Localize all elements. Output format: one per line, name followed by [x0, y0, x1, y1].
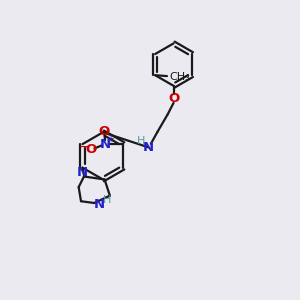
Text: N: N — [77, 167, 88, 179]
Text: N: N — [100, 138, 111, 151]
Text: H: H — [137, 136, 146, 146]
Text: O: O — [99, 125, 110, 138]
Text: O: O — [85, 143, 97, 157]
Text: CH₃: CH₃ — [169, 72, 190, 82]
Text: N: N — [143, 141, 154, 154]
Text: +: + — [106, 134, 114, 144]
Text: N: N — [94, 198, 105, 211]
Text: H: H — [103, 195, 112, 205]
Text: O: O — [168, 92, 179, 105]
Text: −: − — [79, 140, 90, 154]
